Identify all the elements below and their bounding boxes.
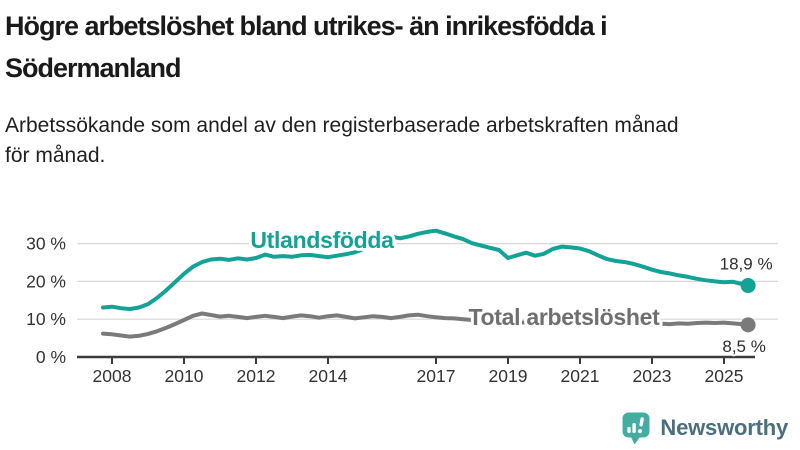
chart-title-line-1: Högre arbetslöshet bland utrikes- än inr… bbox=[5, 11, 608, 41]
line-chart: 2008 2010 2012 2014 2017 2019 2021 2023 2025 0 % 1… bbox=[26, 224, 778, 386]
x-tick-label-2014: 2014 bbox=[309, 366, 348, 386]
series-label-0: Utlandsfödda bbox=[250, 227, 394, 253]
newsworthy-logo: Newsworthy bbox=[621, 411, 788, 445]
series-line-1 bbox=[101, 311, 751, 339]
y-tick-label-0: 0 % bbox=[36, 347, 66, 367]
chart-subtitle-line-2: för månad. bbox=[5, 144, 106, 167]
chart-subtitle-line-1: Arbetssökande som andel av den registerb… bbox=[5, 114, 679, 137]
x-tick-label-2008: 2008 bbox=[93, 366, 132, 386]
series-line-0 bbox=[101, 228, 751, 311]
series-end-dot-0 bbox=[740, 278, 756, 294]
series-label-1: Total arbetslöshet bbox=[469, 304, 661, 330]
newsworthy-speech-bubble-chart-icon bbox=[622, 412, 650, 445]
x-tick-label-2019: 2019 bbox=[489, 366, 528, 386]
x-tick-label-2010: 2010 bbox=[165, 366, 204, 386]
y-tick-label-30: 30 % bbox=[26, 234, 66, 254]
chart-title-line-2: Södermanland bbox=[5, 53, 182, 83]
series-end-value-0: 18,9 % bbox=[720, 255, 773, 274]
series-end-value-1: 8,5 % bbox=[722, 337, 765, 356]
series-end-dot-1 bbox=[740, 317, 756, 333]
chart-title: Högre arbetslöshet bland utrikes- än inr… bbox=[5, 5, 608, 89]
x-tick-label-2012: 2012 bbox=[237, 366, 276, 386]
newsworthy-wordmark: Newsworthy bbox=[660, 415, 788, 440]
chart-subtitle: Arbetssökande som andel av den registerb… bbox=[5, 111, 679, 171]
y-tick-label-10: 10 % bbox=[26, 309, 66, 329]
y-tick-label-20: 20 % bbox=[26, 271, 66, 291]
x-tick-label-2021: 2021 bbox=[561, 366, 600, 386]
x-tick-label-2023: 2023 bbox=[633, 366, 672, 386]
x-tick-label-2025: 2025 bbox=[705, 366, 744, 386]
x-tick-label-2017: 2017 bbox=[417, 366, 456, 386]
